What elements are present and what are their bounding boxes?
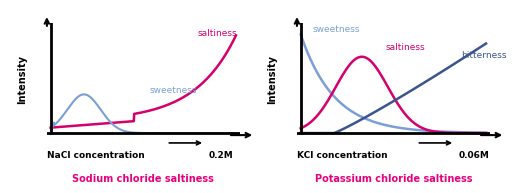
- Text: sweetness: sweetness: [149, 86, 196, 95]
- Text: sweetness: sweetness: [313, 25, 360, 34]
- Text: saltiness: saltiness: [197, 29, 237, 38]
- Text: NaCl concentration: NaCl concentration: [47, 151, 145, 160]
- Text: Sodium chloride saltiness: Sodium chloride saltiness: [72, 174, 214, 184]
- Text: saltiness: saltiness: [386, 43, 425, 52]
- Text: KCl concentration: KCl concentration: [297, 151, 388, 160]
- Text: 0.2M: 0.2M: [209, 151, 233, 160]
- Text: Potassium chloride saltiness: Potassium chloride saltiness: [315, 174, 472, 184]
- Text: 0.06M: 0.06M: [459, 151, 490, 160]
- Text: bitterness: bitterness: [461, 51, 506, 60]
- Text: Intensity: Intensity: [17, 55, 27, 104]
- Text: Intensity: Intensity: [267, 55, 277, 104]
